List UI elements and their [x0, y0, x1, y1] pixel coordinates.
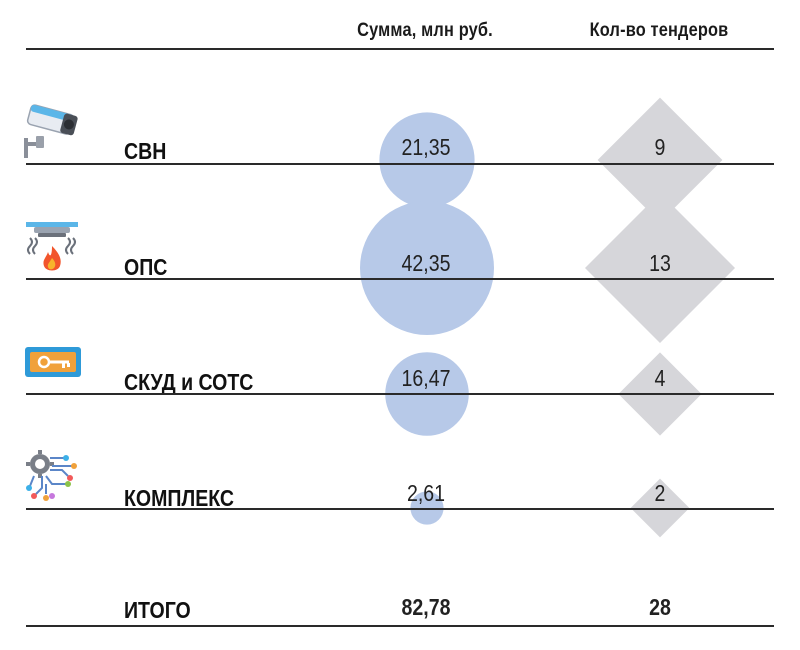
row-rule-kompleks	[26, 508, 774, 510]
row-label-kompleks: КОМПЛЕКС	[124, 485, 235, 511]
sum-bubble-svn	[379, 112, 475, 208]
integrated-system-icon	[26, 450, 77, 501]
fire-alarm-icon	[26, 222, 78, 271]
column-header-sum: Сумма, млн руб.	[357, 20, 493, 41]
sum-value-total: 82,78	[401, 594, 451, 620]
sum-value-ops: 42,35	[401, 250, 451, 276]
row-rule-svn	[26, 163, 774, 165]
header-rule	[26, 48, 774, 50]
row-label-ops: ОПС	[124, 254, 168, 280]
access-card-icon	[25, 347, 81, 377]
count-diamond-svn	[597, 97, 723, 223]
count-value-kompleks: 2	[654, 480, 666, 506]
sum-bubble-kompleks	[410, 491, 444, 525]
count-diamond-ops	[585, 193, 735, 343]
sum-value-kompleks: 2,61	[406, 480, 446, 506]
cctv-camera-icon	[24, 104, 78, 158]
sum-bubble-ops	[360, 201, 494, 335]
row-rule-skud	[26, 393, 774, 395]
row-label-skud: СКУД и СОТС	[124, 369, 254, 395]
column-header-count: Кол-во тендеров	[589, 20, 729, 41]
row-label-total: ИТОГО	[124, 597, 191, 623]
row-rule-ops	[26, 278, 774, 280]
sum-value-svn: 21,35	[401, 134, 451, 160]
count-value-skud: 4	[654, 365, 666, 391]
count-value-total: 28	[649, 594, 671, 620]
count-value-ops: 13	[649, 250, 671, 276]
row-rule-total	[26, 625, 774, 627]
count-value-svn: 9	[654, 134, 666, 160]
row-label-svn: СВН	[124, 138, 167, 164]
sum-value-skud: 16,47	[401, 365, 451, 391]
